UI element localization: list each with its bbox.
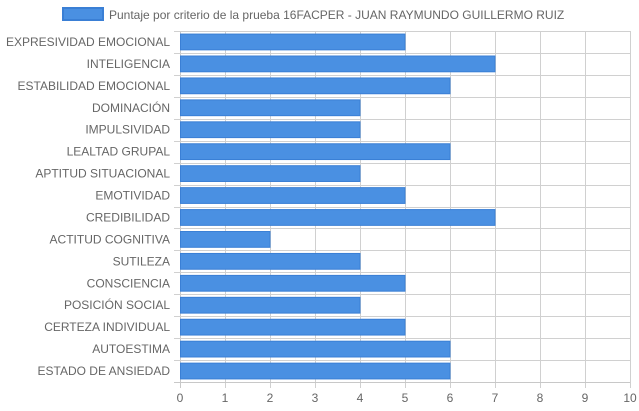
category-label: CONSCIENCIA [87,276,170,290]
tick-label: 6 [447,391,454,405]
bar[interactable] [180,33,406,51]
bar[interactable] [180,187,406,204]
bar[interactable] [180,99,361,117]
bar[interactable] [180,143,451,161]
category-label: DOMINACIÓN [92,100,170,115]
tick-label: 8 [537,391,544,405]
bar[interactable] [180,165,361,182]
category-label: EMOTIVIDAD [95,189,170,203]
bar[interactable] [180,209,496,226]
category-label: EXPRESIVIDAD EMOCIONAL [6,35,170,49]
category-label: INTELIGENCIA [87,57,170,71]
category-label: SUTILEZA [113,254,170,268]
bar[interactable] [180,362,451,380]
tick-label: 1 [222,391,229,405]
tick-label: 2 [267,391,274,405]
bar[interactable] [180,296,361,314]
chart-legend[interactable]: Puntaje por criterio de la prueba 16FACP… [62,7,564,22]
bar[interactable] [180,231,271,248]
legend-label: Puntaje por criterio de la prueba 16FACP… [109,8,564,22]
tick-label: 9 [582,391,589,405]
tick-label: 3 [312,391,319,405]
bar[interactable] [180,121,361,139]
category-label: CERTEZA INDIVIDUAL [44,320,170,334]
value-axis: 0 1 2 3 4 5 6 7 8 9 10 [177,391,637,405]
category-label: APTITUD SITUACIONAL [35,167,170,181]
category-label: POSICIÓN SOCIAL [64,297,170,312]
tick-label: 7 [492,391,499,405]
category-label: ACTITUD COGNITIVA [50,232,170,246]
category-label: AUTOESTIMA [92,342,170,356]
tick-label: 5 [402,391,409,405]
category-label: CREDIBILIDAD [86,210,170,224]
bar[interactable] [180,274,406,292]
category-label: LEALTAD GRUPAL [67,145,171,159]
category-axis: EXPRESIVIDAD EMOCIONAL INTELIGENCIA ESTABI… [6,35,170,378]
bar[interactable] [180,55,496,73]
legend-swatch [62,7,104,21]
bar[interactable] [180,252,361,270]
bar[interactable] [180,77,451,95]
tick-label: 4 [357,391,364,405]
tick-label: 0 [177,391,184,405]
bar[interactable] [180,318,406,336]
category-label: ESTADO DE ANSIEDAD [38,364,171,378]
tick-label: 10 [623,391,637,405]
category-label: ESTABILIDAD EMOCIONAL [18,79,171,93]
category-label: IMPULSIVIDAD [85,123,170,137]
bar[interactable] [180,340,451,358]
chart-bars [180,33,496,380]
